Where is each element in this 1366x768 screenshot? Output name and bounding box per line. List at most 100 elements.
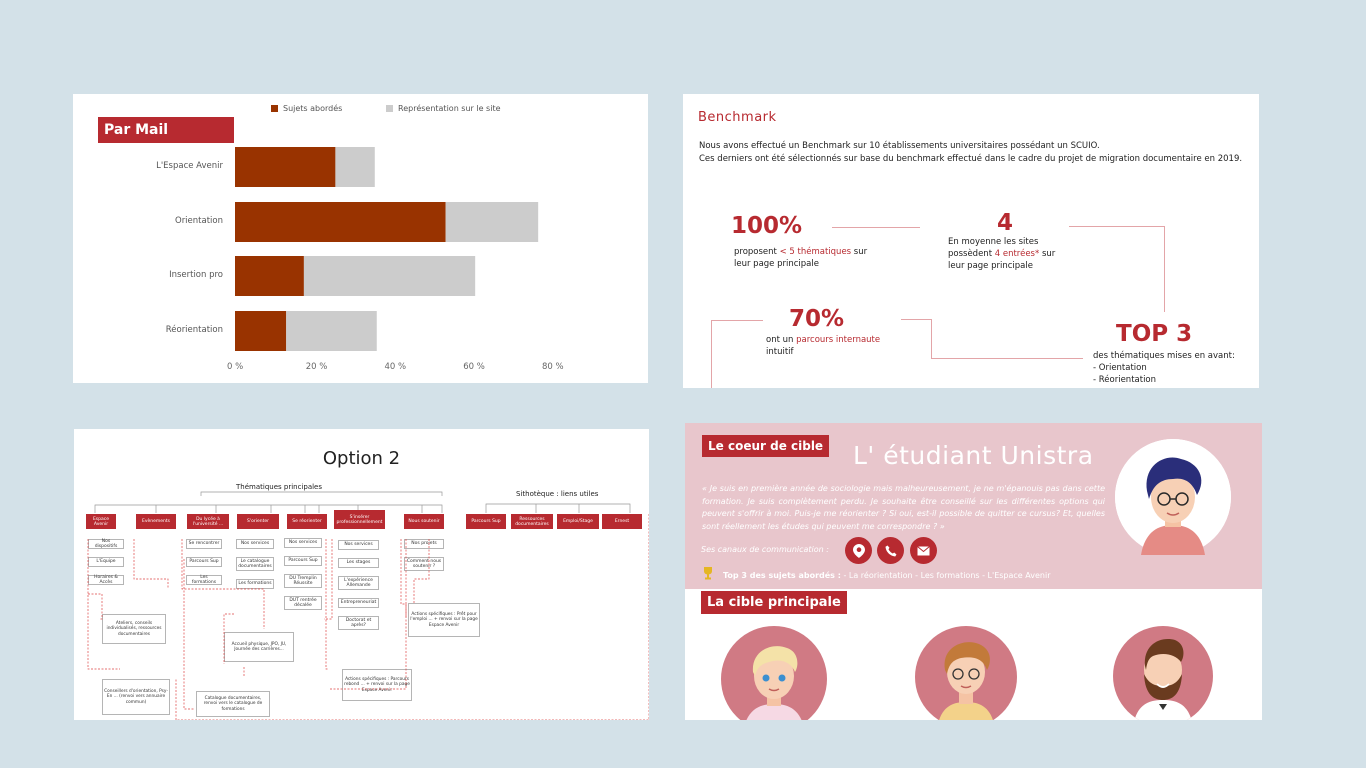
target-avatar	[1113, 626, 1213, 720]
stat-text-part: intuitif	[766, 347, 794, 357]
category-label: Orientation	[175, 216, 223, 226]
bar-segment	[235, 202, 446, 242]
sitemap-node: Ernest	[602, 514, 642, 529]
sitemap-note: Actions spécifiques : Parcours rebond ..…	[342, 669, 412, 701]
sitemap-node: Du lycée à l'université ...	[187, 514, 229, 529]
intro-line: Nous avons effectué un Benchmark sur 10 …	[699, 141, 1100, 151]
sitemap-node: Evènements	[136, 514, 176, 529]
axis-tick-label: 80 %	[542, 362, 564, 372]
top3-items: - La réorientation - Les formations - L'…	[840, 571, 1051, 580]
phone-icon	[877, 537, 904, 564]
top3-label: Top 3 des sujets abordés :	[723, 571, 841, 580]
persona-quote: « Je suis en première année de sociologi…	[702, 484, 1105, 531]
stat-text-part: des thématiques mises en avant:	[1093, 351, 1235, 361]
chart-plot	[235, 147, 539, 351]
sitemap-leaf: Nos services	[236, 539, 274, 549]
connector-line	[711, 320, 763, 321]
bar-segment	[335, 147, 375, 187]
legend-label: Représentation sur le site	[398, 104, 501, 113]
sitemap-note: Ateliers, conseils individualisés, resso…	[102, 614, 166, 644]
sitemap-leaf: Horaires & Accès	[88, 575, 124, 585]
connector-line	[931, 358, 1083, 359]
target-avatar	[915, 626, 1017, 720]
sitemap-node: Parcours Sup	[466, 514, 506, 529]
sitemap-note: Actions spécifiques : Prêt pour l'emploi…	[408, 603, 480, 637]
connector-line	[711, 320, 712, 388]
bar-segment	[235, 256, 304, 296]
connector-line	[832, 227, 920, 228]
intro-line: Ces derniers ont été sélectionnés sur ba…	[699, 154, 1243, 164]
stat-number: 70%	[789, 306, 845, 332]
sitemap-node: Se réorienter	[287, 514, 327, 529]
stat-text-part: - Réorientation	[1093, 375, 1157, 385]
stat-text: des thématiques mises en avant: - Orient…	[1093, 350, 1253, 386]
legend-label: Sujets abordés	[283, 104, 343, 113]
legend-swatch	[386, 105, 393, 112]
sitemap-leaf: Parcours Sup	[186, 557, 222, 567]
stat-text-part: En moyenne les sites possèdent	[948, 237, 1039, 259]
sitemap-connectors	[94, 491, 631, 513]
stat-text: ont un parcours internaute intuitif	[766, 334, 901, 358]
bar-segment	[235, 311, 287, 351]
stat-text-part: - Orientation	[1093, 363, 1147, 373]
sitemap-leaf: DUT rentrée décalée	[284, 596, 322, 610]
connector-line	[931, 319, 932, 358]
sitemap-leaf: DU Tremplin Réussite	[284, 574, 322, 588]
category-label: L'Espace Avenir	[156, 161, 223, 171]
benchmark-intro: Nous avons effectué un Benchmark sur 10 …	[699, 140, 1254, 166]
sitemap-node: S'insérer professionnellement	[334, 510, 385, 529]
sitemap-leaf: L'Equipe	[88, 557, 124, 567]
sitemap-leaf: L'expérience Allemande	[338, 576, 379, 590]
stat-highlight: parcours internaute	[796, 335, 881, 345]
sitemap-node: Emploi/Stage	[557, 514, 599, 529]
main-target-tag: La cible principale	[701, 591, 847, 614]
stat-number: 100%	[731, 213, 803, 239]
chart-tag: Par Mail	[98, 117, 234, 143]
bar-segment	[303, 256, 476, 296]
sitemap-panel: Option 2 Thématiques principales Sithotè…	[74, 429, 649, 720]
stat-text-part: proposent	[734, 247, 780, 257]
connector-line	[1164, 226, 1165, 312]
sitemap-leaf: Les formations	[186, 575, 222, 585]
persona-panel: Le coeur de cible L' étudiant Unistra « …	[685, 423, 1262, 720]
legend-swatch	[271, 105, 278, 112]
stat-text-part: sur leur page principale	[734, 247, 868, 269]
sitemap-leaf: Nos services	[284, 538, 322, 548]
bar-segment	[286, 311, 377, 351]
sitemap-leaf: Nos dispositifs	[88, 539, 124, 549]
connector-line	[1069, 226, 1164, 227]
sitemap-leaf: Entrepreneuriat	[338, 598, 379, 608]
sitemap-leaf: Nos services	[338, 540, 379, 550]
sitemap-leaf: Nos projets	[404, 539, 444, 549]
location-icon	[845, 537, 872, 564]
benchmark-panel: Benchmark Nous avons effectué un Benchma…	[683, 94, 1259, 388]
target-avatar	[721, 626, 827, 720]
benchmark-title: Benchmark	[698, 110, 777, 125]
stat-text-part: sur leur page principale	[948, 249, 1056, 271]
sitemap-leaf: Doctorat et après?	[338, 616, 379, 630]
stat-highlight: < 5 thématiques	[779, 247, 852, 257]
axis-tick-label: 0 %	[227, 362, 244, 372]
channels-label: Ses canaux de communication :	[701, 545, 829, 554]
connector-line	[901, 319, 931, 320]
axis-tick-label: 40 %	[384, 362, 407, 372]
sitemap-leaf: Comment nous soutenir ?	[404, 557, 444, 571]
stat-text: proposent < 5 thématiques sur leur page …	[734, 246, 886, 270]
sitemap-leaf: Les stages	[338, 558, 379, 568]
sitemap-node: Nous soutenir	[404, 514, 444, 529]
sitemap-node: Ressources documentaires	[511, 514, 553, 529]
sitemap-node: S'orienter	[237, 514, 279, 529]
top3-text: Top 3 des sujets abordés : - La réorient…	[723, 571, 1051, 580]
mail-icon	[910, 537, 937, 564]
stat-highlight: 4 entrées*	[994, 249, 1040, 259]
sitemap-note: Accueil physique, JPO, JU, Journée des c…	[224, 632, 294, 662]
sitemap-leaf: Le catalogue documentaires	[236, 557, 274, 571]
sitemap-note: Conseillers d'orientation, Psy-En ... (r…	[102, 679, 170, 715]
stat-number: 4	[997, 210, 1014, 236]
persona-title: L' étudiant Unistra	[853, 441, 1094, 470]
category-label: Réorientation	[165, 325, 223, 335]
persona-avatar	[1115, 439, 1231, 555]
sitemap-leaf: Parcours Sup	[284, 556, 322, 566]
chart-panel: Sujets abordés Représentation sur le sit…	[73, 94, 648, 383]
legend-item: Sujets abordés	[271, 104, 342, 113]
